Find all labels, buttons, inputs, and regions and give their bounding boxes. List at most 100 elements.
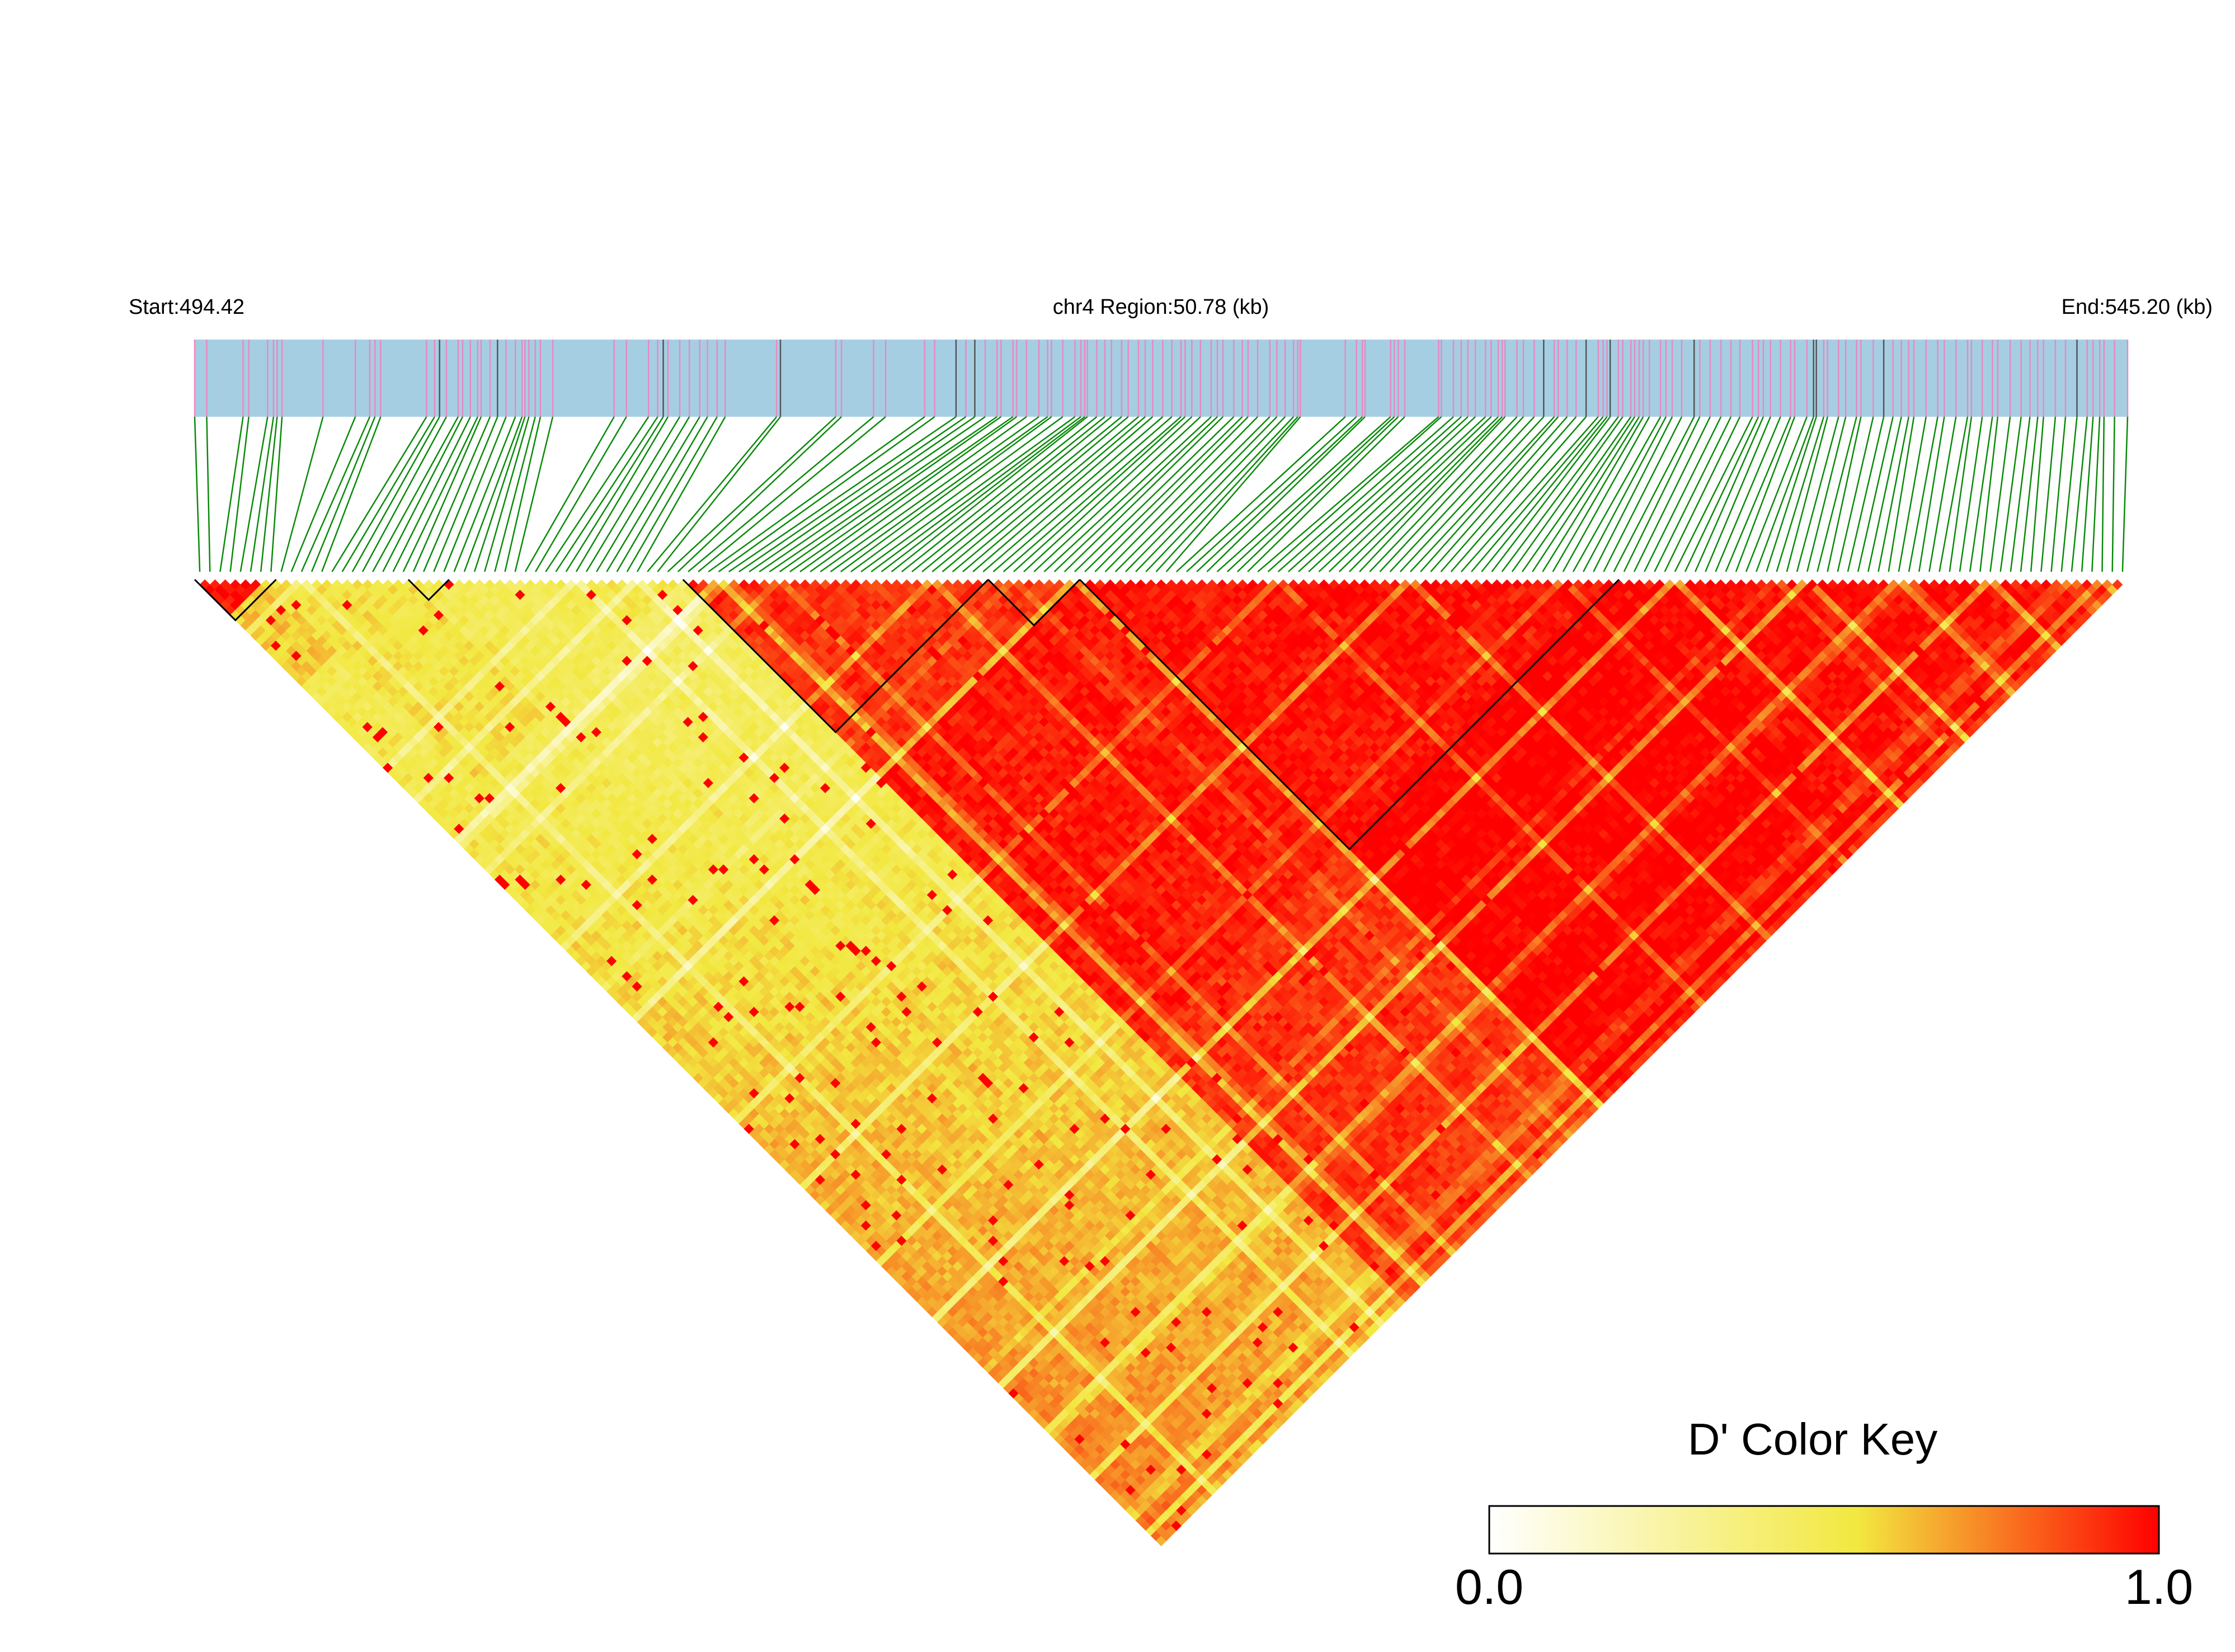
- snp-connector: [1776, 416, 1825, 572]
- snp-connector: [2040, 416, 2057, 572]
- snp-connector: [1053, 416, 1218, 572]
- snp-connector: [636, 416, 726, 572]
- snp-connector: [575, 416, 669, 572]
- snp-connector: [1766, 416, 1817, 572]
- snp-connector: [1124, 416, 1278, 572]
- snp-connector: [453, 416, 516, 572]
- snp-connector: [992, 416, 1173, 572]
- snp-connector: [1572, 416, 1662, 572]
- snp-connector: [1003, 416, 1182, 572]
- snp-connector: [749, 416, 976, 573]
- snp-connector: [1613, 416, 1695, 572]
- snp-connector: [1338, 416, 1499, 572]
- snp-connector: [860, 416, 1076, 573]
- snp-connector: [1043, 416, 1212, 572]
- snp-connector: [260, 416, 278, 572]
- snp-connector: [514, 416, 554, 572]
- snp-connector: [698, 416, 886, 572]
- snp-connector: [1318, 416, 1486, 572]
- snp-connector: [1633, 416, 1711, 572]
- snp-connector: [1908, 416, 1938, 572]
- snp-connector: [310, 416, 376, 572]
- snp-connector: [1735, 416, 1796, 572]
- snp-connector: [1308, 416, 1476, 572]
- snp-connector: [2121, 416, 2129, 572]
- snp-connector: [1369, 416, 1518, 572]
- snp-markers: [194, 340, 2129, 417]
- snp-connector: [321, 416, 382, 572]
- snp-connector: [372, 416, 459, 572]
- snp-connector: [1817, 416, 1857, 572]
- snp-connector: [1165, 416, 1301, 572]
- snp-connector: [494, 416, 536, 572]
- snp-connector: [626, 416, 718, 572]
- snp-connector: [1450, 416, 1587, 572]
- snp-connector: [952, 416, 1139, 572]
- snp-connector: [1705, 416, 1771, 572]
- snp-connector: [1267, 416, 1442, 572]
- snp-connector: [931, 416, 1122, 572]
- snp-connector: [565, 416, 664, 572]
- snp-connector: [911, 416, 1105, 572]
- snp-connector: [647, 416, 778, 572]
- snp-connector: [1033, 416, 1201, 572]
- snp-connector: [1756, 416, 1814, 572]
- snp-connector: [2020, 416, 2039, 572]
- snp-connector: [1237, 416, 1399, 572]
- snp-connector: [1522, 416, 1632, 572]
- snp-connector: [1745, 416, 1808, 572]
- snp-connector: [718, 416, 935, 573]
- snp-connector: [206, 416, 211, 572]
- snp-connector: [1654, 416, 1732, 572]
- snp-connector: [972, 416, 1154, 572]
- snp-connector: [545, 416, 650, 572]
- snp-connector: [1359, 416, 1506, 572]
- snp-connector: [290, 416, 356, 572]
- snp-connector: [1928, 416, 1957, 572]
- snp-connector: [2050, 416, 2067, 572]
- snp-connector: [1593, 416, 1673, 572]
- snp-connector: [361, 416, 448, 572]
- snp-connector: [586, 416, 681, 572]
- snp-connector: [351, 416, 440, 572]
- snp-connector: [1064, 416, 1224, 572]
- snp-connector: [1399, 416, 1545, 572]
- snp-connector: [688, 416, 874, 572]
- snp-connector: [1715, 416, 1781, 572]
- snp-connector: [1949, 416, 1973, 572]
- snp-connector: [2101, 416, 2105, 572]
- snp-connector: [300, 416, 371, 572]
- snp-connector: [738, 416, 967, 573]
- snp-connector: [1349, 416, 1503, 572]
- snp-connector: [881, 416, 1085, 572]
- snp-connector: [1511, 416, 1624, 572]
- snp-connector: [392, 416, 471, 572]
- snp-connector: [1695, 416, 1765, 572]
- snp-connector: [250, 416, 275, 572]
- ld-cells: [199, 579, 2123, 1546]
- snp-connector: [1867, 416, 1902, 572]
- snp-connector: [504, 416, 542, 572]
- snp-connector: [1145, 416, 1295, 572]
- snp-connector: [1430, 416, 1568, 572]
- snp-connector: [1155, 416, 1298, 572]
- snp-connector: [1247, 416, 1405, 572]
- snp-connector: [1084, 416, 1243, 572]
- snp-connector: [1379, 416, 1524, 572]
- snp-connector: [606, 416, 700, 572]
- snp-connector: [1175, 416, 1346, 572]
- snp-connector: [280, 416, 324, 572]
- snp-connector: [1460, 416, 1599, 572]
- snp-connectors: [194, 416, 2129, 573]
- snp-connector: [1491, 416, 1611, 572]
- snp-connector: [759, 416, 986, 573]
- snp-connector: [2010, 416, 2031, 572]
- snp-connector: [1532, 416, 1636, 572]
- snp-connector: [1013, 416, 1186, 572]
- snp-connector: [382, 416, 464, 572]
- start-label: Start:494.42: [129, 295, 244, 319]
- snp-connector: [1114, 416, 1271, 572]
- snp-connector: [830, 416, 1048, 573]
- snp-connector: [484, 416, 530, 572]
